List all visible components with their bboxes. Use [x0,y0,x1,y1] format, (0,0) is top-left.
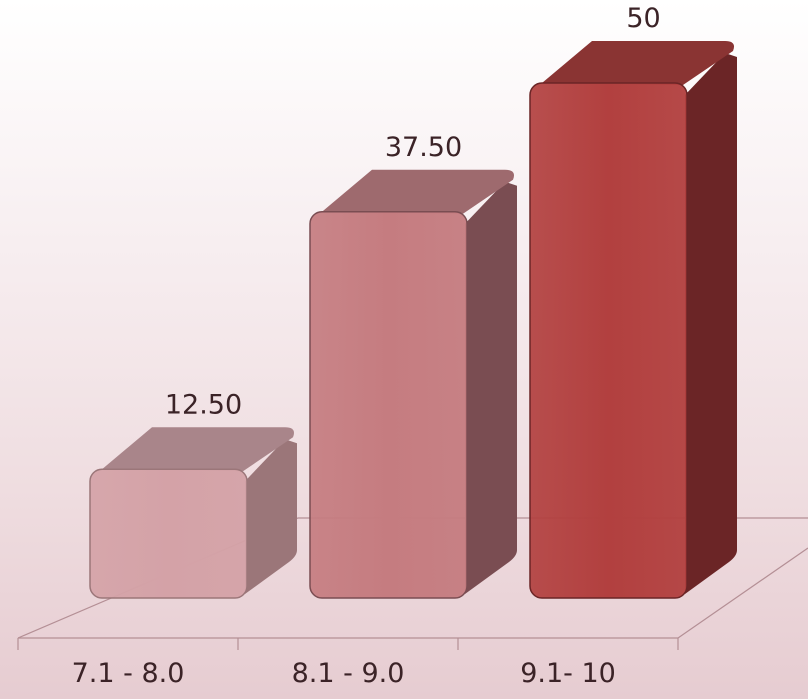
bar-side-face [685,53,737,594]
bar-top-face [322,169,514,214]
bar [89,427,297,599]
bar [309,169,517,599]
bar-side-face [465,181,517,594]
bar-front-face [309,211,468,599]
bar [529,41,737,599]
data-label: 50 [626,3,660,34]
bar-top-face [542,41,734,85]
data-label: 37.50 [385,132,462,163]
x-tick-label: 9.1- 10 [520,658,616,689]
x-tick-label: 7.1 - 8.0 [72,658,185,689]
bars-group [89,41,737,599]
bar-side-face [245,439,297,594]
bar-front-face [529,82,688,599]
x-tick-label: 8.1 - 9.0 [292,658,405,689]
category-labels-group: 7.1 - 8.0 8.1 - 9.0 9.1- 10 [72,658,616,689]
data-labels-group: 12.50 37.50 50 [165,3,661,420]
bar-top-face [102,427,294,472]
bar-front-face [89,468,248,599]
data-label: 12.50 [165,389,242,420]
